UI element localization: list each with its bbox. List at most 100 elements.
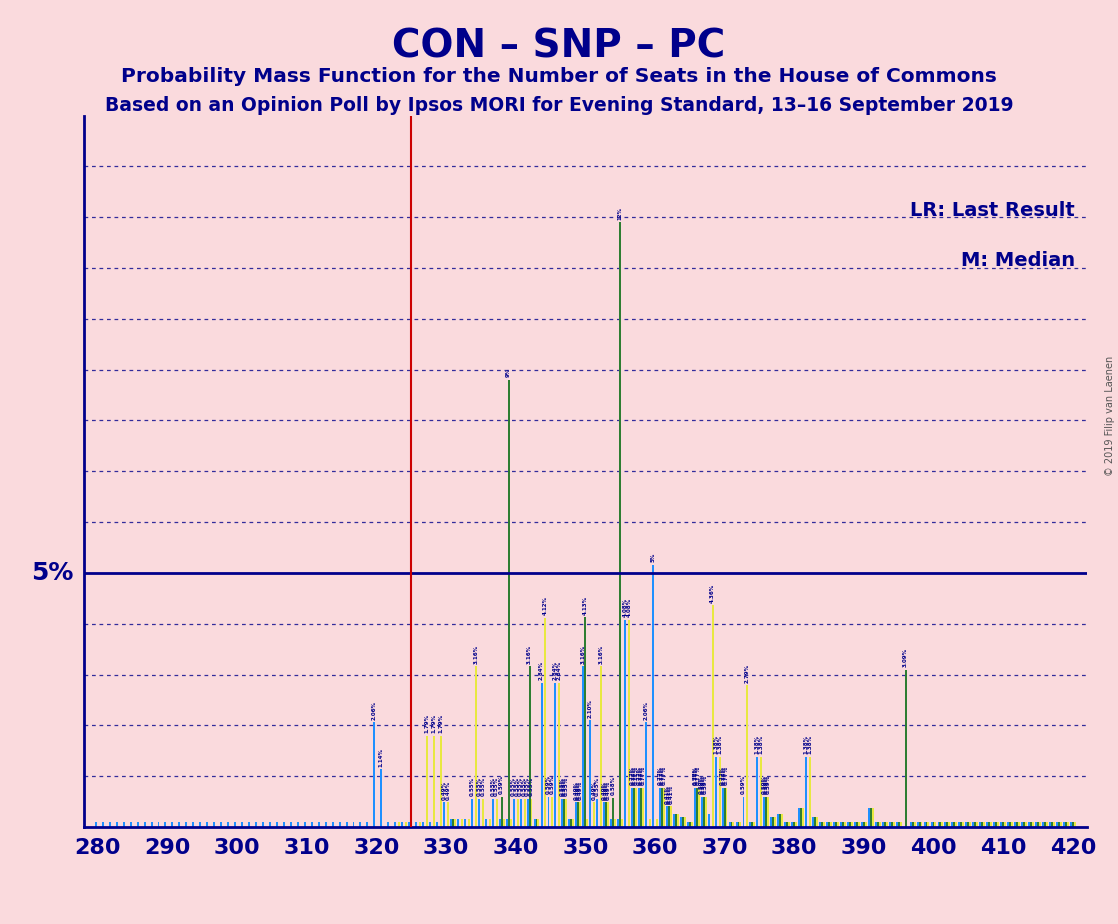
- Text: 1.79%: 1.79%: [425, 714, 429, 734]
- Text: LR: Last Result: LR: Last Result: [910, 201, 1074, 220]
- Bar: [485, 819, 486, 827]
- Bar: [622, 819, 623, 827]
- Bar: [339, 822, 341, 827]
- Text: 0.49%: 0.49%: [591, 781, 597, 799]
- Bar: [1025, 822, 1027, 827]
- Text: 0.59%: 0.59%: [764, 775, 769, 795]
- Bar: [958, 822, 960, 827]
- Bar: [1044, 822, 1045, 827]
- Bar: [892, 822, 894, 827]
- Bar: [529, 666, 531, 827]
- Bar: [136, 822, 139, 827]
- Bar: [945, 822, 947, 827]
- Bar: [875, 822, 877, 827]
- Bar: [451, 819, 452, 827]
- Text: 0.77%: 0.77%: [629, 766, 635, 785]
- Bar: [930, 822, 932, 827]
- Text: 0.41%: 0.41%: [664, 784, 670, 804]
- Text: 0.59%: 0.59%: [546, 775, 551, 795]
- Bar: [1002, 822, 1004, 827]
- Bar: [659, 788, 661, 827]
- Bar: [805, 757, 807, 827]
- Bar: [868, 808, 870, 827]
- Bar: [582, 666, 585, 827]
- Bar: [345, 822, 348, 827]
- Bar: [833, 822, 835, 827]
- Bar: [164, 822, 167, 827]
- Bar: [290, 822, 292, 827]
- Bar: [889, 822, 891, 827]
- Bar: [1053, 822, 1054, 827]
- Bar: [1049, 822, 1051, 827]
- Bar: [954, 822, 956, 827]
- Bar: [698, 788, 700, 827]
- Text: 0.77%: 0.77%: [660, 766, 664, 785]
- Bar: [739, 822, 741, 827]
- Text: 5%: 5%: [651, 553, 655, 562]
- Bar: [151, 822, 152, 827]
- Text: 3.16%: 3.16%: [473, 645, 479, 663]
- Text: 0.49%: 0.49%: [576, 781, 581, 799]
- Bar: [982, 822, 983, 827]
- Bar: [1045, 822, 1048, 827]
- Text: © 2019 Filip van Laenen: © 2019 Filip van Laenen: [1106, 356, 1115, 476]
- Bar: [1035, 822, 1038, 827]
- Bar: [911, 822, 913, 827]
- Bar: [861, 822, 863, 827]
- Bar: [770, 817, 773, 827]
- Text: 0.41%: 0.41%: [669, 784, 673, 804]
- Bar: [510, 819, 512, 827]
- Text: 0.77%: 0.77%: [694, 766, 699, 785]
- Bar: [747, 686, 748, 827]
- Bar: [1073, 822, 1076, 827]
- Bar: [849, 822, 851, 827]
- Text: 1.38%: 1.38%: [807, 736, 813, 754]
- Bar: [798, 808, 800, 827]
- Bar: [781, 814, 784, 827]
- Bar: [842, 822, 844, 827]
- Bar: [586, 819, 588, 827]
- Bar: [276, 822, 278, 827]
- Bar: [102, 822, 104, 827]
- Bar: [723, 788, 726, 827]
- Bar: [171, 822, 173, 827]
- Bar: [1058, 822, 1060, 827]
- Bar: [757, 757, 758, 827]
- Text: 4.36%: 4.36%: [710, 584, 716, 602]
- Bar: [360, 822, 361, 827]
- Text: 0.55%: 0.55%: [511, 777, 517, 796]
- Bar: [997, 822, 999, 827]
- Bar: [794, 822, 795, 827]
- Bar: [570, 819, 572, 827]
- Bar: [461, 819, 463, 827]
- Bar: [638, 788, 639, 827]
- Text: 0.59%: 0.59%: [741, 775, 746, 795]
- Bar: [517, 799, 519, 827]
- Text: 9%: 9%: [506, 368, 511, 377]
- Bar: [1038, 822, 1039, 827]
- Bar: [913, 822, 916, 827]
- Text: 0.49%: 0.49%: [604, 781, 608, 799]
- Bar: [645, 723, 647, 827]
- Bar: [1004, 822, 1006, 827]
- Bar: [809, 757, 811, 827]
- Bar: [708, 814, 710, 827]
- Text: 0.55%: 0.55%: [515, 777, 520, 796]
- Bar: [501, 797, 503, 827]
- Bar: [666, 806, 667, 827]
- Bar: [689, 822, 691, 827]
- Bar: [1067, 822, 1069, 827]
- Bar: [568, 819, 570, 827]
- Bar: [923, 822, 926, 827]
- Bar: [967, 822, 969, 827]
- Bar: [900, 822, 901, 827]
- Bar: [600, 666, 603, 827]
- Text: 0.77%: 0.77%: [632, 766, 636, 785]
- Text: 3.16%: 3.16%: [527, 645, 532, 663]
- Bar: [920, 822, 922, 827]
- Bar: [851, 822, 853, 827]
- Bar: [703, 797, 704, 827]
- Bar: [680, 817, 682, 827]
- Text: 0.49%: 0.49%: [606, 781, 610, 799]
- Bar: [847, 822, 849, 827]
